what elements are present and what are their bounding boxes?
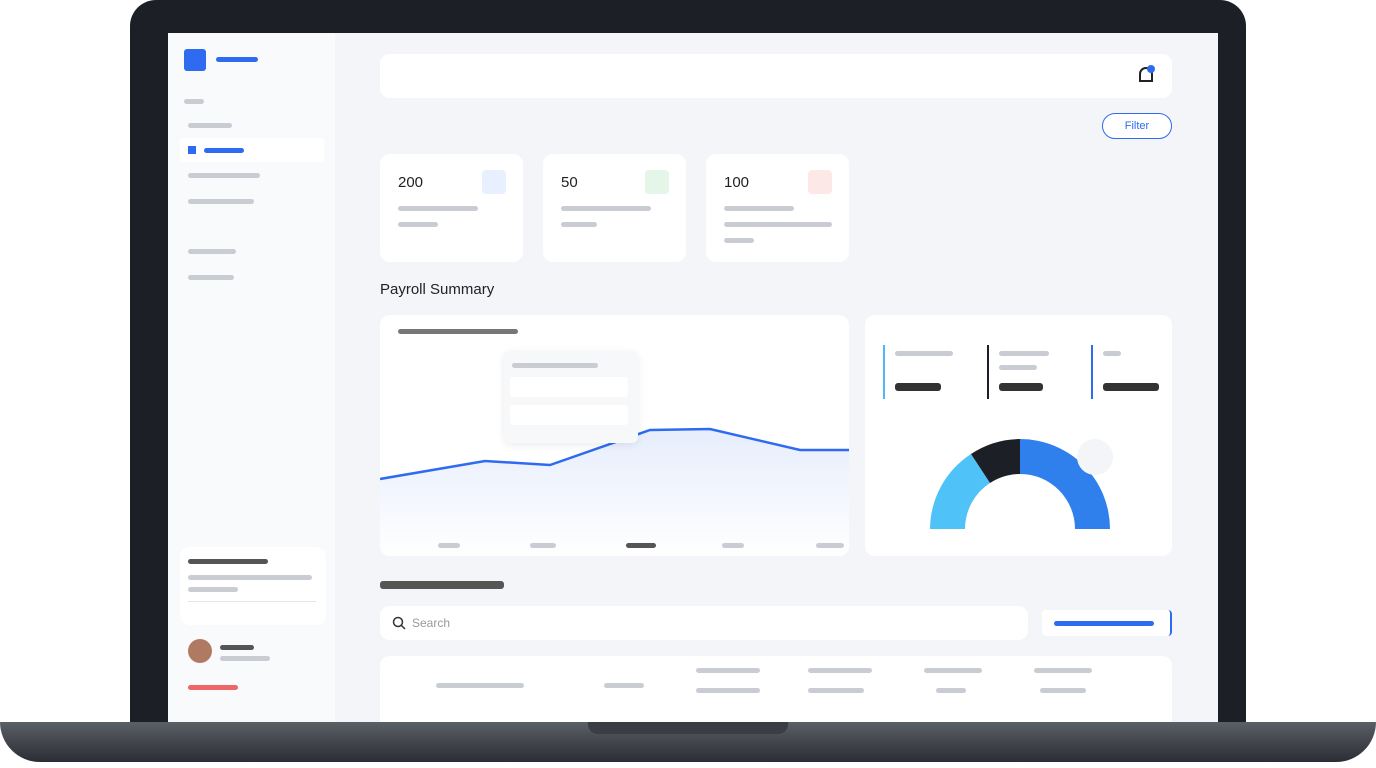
promo-text	[188, 575, 312, 580]
metric-value	[895, 383, 941, 391]
menu-item-active[interactable]	[180, 138, 324, 162]
stat-icon	[808, 170, 832, 194]
x-label	[626, 543, 656, 548]
x-label	[816, 543, 844, 548]
stat-card: 50	[543, 154, 686, 262]
table-header	[808, 688, 864, 693]
table	[380, 656, 1172, 723]
metric-label	[1103, 351, 1121, 356]
table-header	[696, 688, 760, 693]
line-chart	[380, 427, 849, 556]
menu-item[interactable]	[188, 199, 254, 204]
section-title	[380, 581, 504, 589]
laptop-notch	[588, 722, 788, 734]
tooltip-row	[510, 405, 628, 425]
menu-item[interactable]	[188, 173, 260, 178]
stat-value: 50	[561, 174, 578, 191]
tooltip-row	[510, 377, 628, 397]
metric-label	[999, 351, 1049, 356]
menu-item[interactable]	[188, 123, 232, 128]
logout[interactable]	[188, 685, 238, 690]
metric-value	[1103, 383, 1159, 391]
stat-value: 200	[398, 174, 424, 191]
search-placeholder: Search	[412, 616, 451, 630]
section-title: Payroll Summary	[380, 281, 495, 298]
table-header	[1040, 688, 1086, 693]
dropdown-label	[1054, 621, 1154, 626]
x-label	[530, 543, 556, 548]
promo-title	[188, 559, 268, 564]
table-header	[436, 683, 524, 688]
menu-item[interactable]	[188, 249, 236, 254]
line-chart-card	[380, 315, 849, 556]
donut-card	[865, 315, 1172, 556]
search-box[interactable]: Search	[380, 606, 1028, 640]
stat-label	[561, 222, 597, 227]
stat-label	[724, 238, 754, 243]
icon	[188, 146, 196, 154]
user-name	[220, 645, 254, 650]
table-header	[696, 668, 760, 673]
label	[204, 148, 244, 153]
menu-item[interactable]	[188, 275, 234, 280]
metric-label	[895, 351, 953, 356]
divider	[987, 345, 989, 399]
promo-button[interactable]	[188, 601, 316, 617]
promo-text	[188, 587, 238, 592]
filter-button[interactable]: Filter	[1102, 113, 1172, 139]
stat-label	[724, 206, 794, 211]
stat-card: 100	[706, 154, 849, 262]
stat-label	[561, 206, 651, 211]
promo-card	[180, 547, 326, 625]
metric-value	[999, 383, 1043, 391]
table-header	[808, 668, 872, 673]
avatar	[188, 639, 212, 663]
chart-title	[398, 329, 518, 334]
screen: Filter 200 50 100 Payroll Summary	[168, 33, 1218, 723]
table-header	[924, 668, 982, 673]
stat-icon	[482, 170, 506, 194]
menu-item[interactable]	[184, 99, 204, 104]
tooltip	[504, 351, 638, 443]
table-header	[604, 683, 644, 688]
divider	[883, 345, 885, 399]
x-label	[722, 543, 744, 548]
x-label	[438, 543, 460, 548]
search-icon	[392, 616, 406, 630]
stat-card: 200	[380, 154, 523, 262]
divider	[1091, 345, 1093, 399]
user-role	[220, 656, 270, 661]
stat-label	[724, 222, 832, 227]
metric-label	[999, 365, 1037, 370]
brand	[216, 57, 258, 62]
stat-value: 100	[724, 174, 750, 191]
table-header	[1034, 668, 1092, 673]
stat-label	[398, 222, 438, 227]
stat-icon	[645, 170, 669, 194]
tooltip-title	[512, 363, 598, 368]
top-bar	[380, 54, 1172, 98]
donut-chart	[930, 439, 1113, 529]
logo	[184, 49, 206, 71]
dropdown[interactable]	[1042, 610, 1172, 636]
notification-bell[interactable]	[1134, 64, 1158, 88]
stat-label	[398, 206, 478, 211]
sidebar	[168, 33, 335, 723]
table-header	[936, 688, 966, 693]
